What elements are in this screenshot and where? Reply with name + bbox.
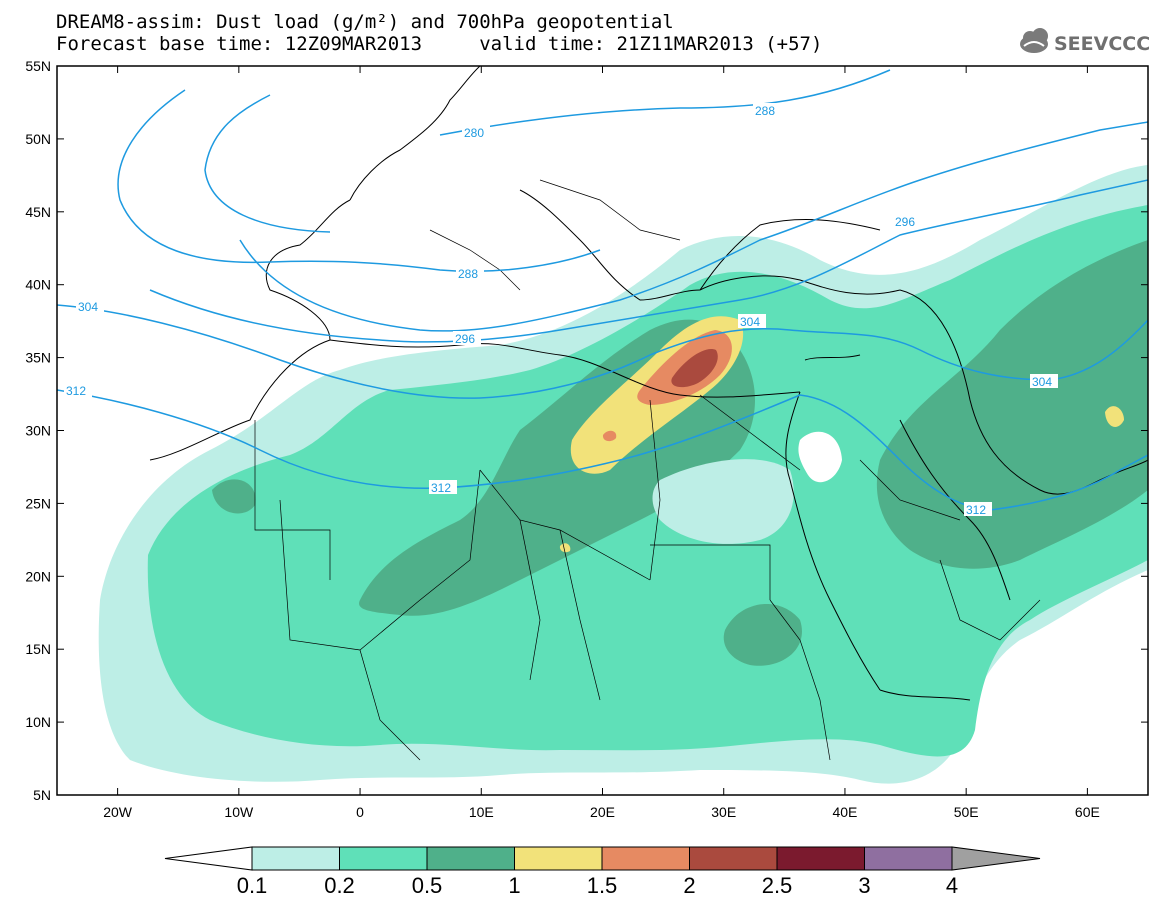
dust-level-0.5: [212, 479, 256, 514]
contour-label: 288: [755, 104, 775, 118]
seevccc-logo: SEEVCCC: [1020, 28, 1150, 55]
contour-label: 296: [455, 332, 475, 346]
legend-swatch: [776, 846, 865, 871]
lon-label: 10E: [469, 804, 494, 820]
dust-level-1: [1105, 406, 1124, 427]
contour-288: [239, 121, 1148, 332]
lat-label: 15N: [25, 641, 51, 657]
legend-label: 3: [858, 873, 870, 898]
lat-label: 45N: [25, 204, 51, 220]
dust-level-0.5: [876, 240, 1148, 569]
contour-296: [739, 179, 1148, 301]
no-dust-area: [652, 459, 794, 544]
geopotential-contours: [57, 69, 1148, 511]
legend-label: 1.5: [587, 873, 618, 898]
dust-level-1.5: [602, 430, 617, 442]
legend-label: 4: [946, 873, 958, 898]
contour-label: 280: [464, 126, 484, 140]
lon-label: 60E: [1075, 804, 1100, 820]
contour-label: 312: [66, 384, 86, 398]
map-axes: 55N 50N 45N 40N 35N 30N 25N 20N 15N 10N 5N 20W 10W 0 1…: [25, 58, 1148, 820]
lat-label: 35N: [25, 350, 51, 366]
legend-arrow-high: [951, 846, 1041, 871]
legend-swatch: [339, 846, 428, 871]
legend-arrow-low: [164, 846, 253, 871]
legend-label: 0.5: [412, 873, 443, 898]
lon-label: 20E: [590, 804, 615, 820]
lat-label: 30N: [25, 423, 51, 439]
legend-swatch: [864, 846, 953, 871]
map-subtitle: Forecast base time: 12Z09MAR2013 valid t…: [56, 33, 823, 55]
map-title: DREAM8-assim: Dust load (g/m²) and 700hP…: [56, 11, 674, 33]
lon-label: 30E: [711, 804, 736, 820]
no-dust-area: [798, 431, 842, 483]
logo-text: SEEVCCC: [1054, 33, 1150, 55]
lat-label: 55N: [25, 58, 51, 74]
lat-label: 20N: [25, 568, 51, 584]
contour-label: 304: [78, 300, 98, 314]
lat-label: 40N: [25, 277, 51, 293]
country-borders: [254, 179, 1041, 761]
legend-label: 0.1: [237, 873, 268, 898]
legend-label: 1: [508, 873, 520, 898]
contour-label: 296: [895, 215, 915, 229]
lat-label: 25N: [25, 495, 51, 511]
contour-280: [204, 94, 331, 233]
lon-label: 40E: [832, 804, 857, 820]
lon-label: 20W: [103, 804, 133, 820]
dust-level-1: [559, 543, 571, 553]
contour-label-group: 280 288 288 296 296 304 304 304 312 312 …: [64, 103, 1058, 517]
legend-label: 2.5: [762, 873, 793, 898]
contour-304: [57, 304, 1148, 399]
contour-280: [439, 69, 891, 136]
legend-swatch: [601, 846, 690, 871]
lon-label: 50E: [954, 804, 979, 820]
legend-swatch: [426, 846, 515, 871]
lat-label: 5N: [33, 787, 51, 803]
contour-label: 304: [1032, 375, 1052, 389]
contour-label: 312: [431, 481, 451, 495]
legend-swatch: [689, 846, 778, 871]
cloud-icon: [1020, 28, 1048, 53]
contour-label: 288: [458, 267, 478, 281]
dust-load-map: 280 288 288 296 296 304 304 304 312 312 …: [25, 58, 1149, 820]
dust-level-0.5: [723, 603, 802, 666]
lon-label: 10W: [224, 804, 254, 820]
contour-280: [117, 89, 601, 273]
legend-swatch: [251, 846, 340, 871]
lat-label: 10N: [25, 714, 51, 730]
legend-swatch: [514, 846, 603, 871]
contour-label: 312: [966, 503, 986, 517]
lat-label: 50N: [25, 131, 51, 147]
dust-level-2: [671, 349, 718, 388]
lon-label: 0: [356, 804, 364, 820]
contour-label: 304: [740, 315, 760, 329]
legend-label: 2: [683, 873, 695, 898]
legend-label: 0.2: [324, 873, 355, 898]
